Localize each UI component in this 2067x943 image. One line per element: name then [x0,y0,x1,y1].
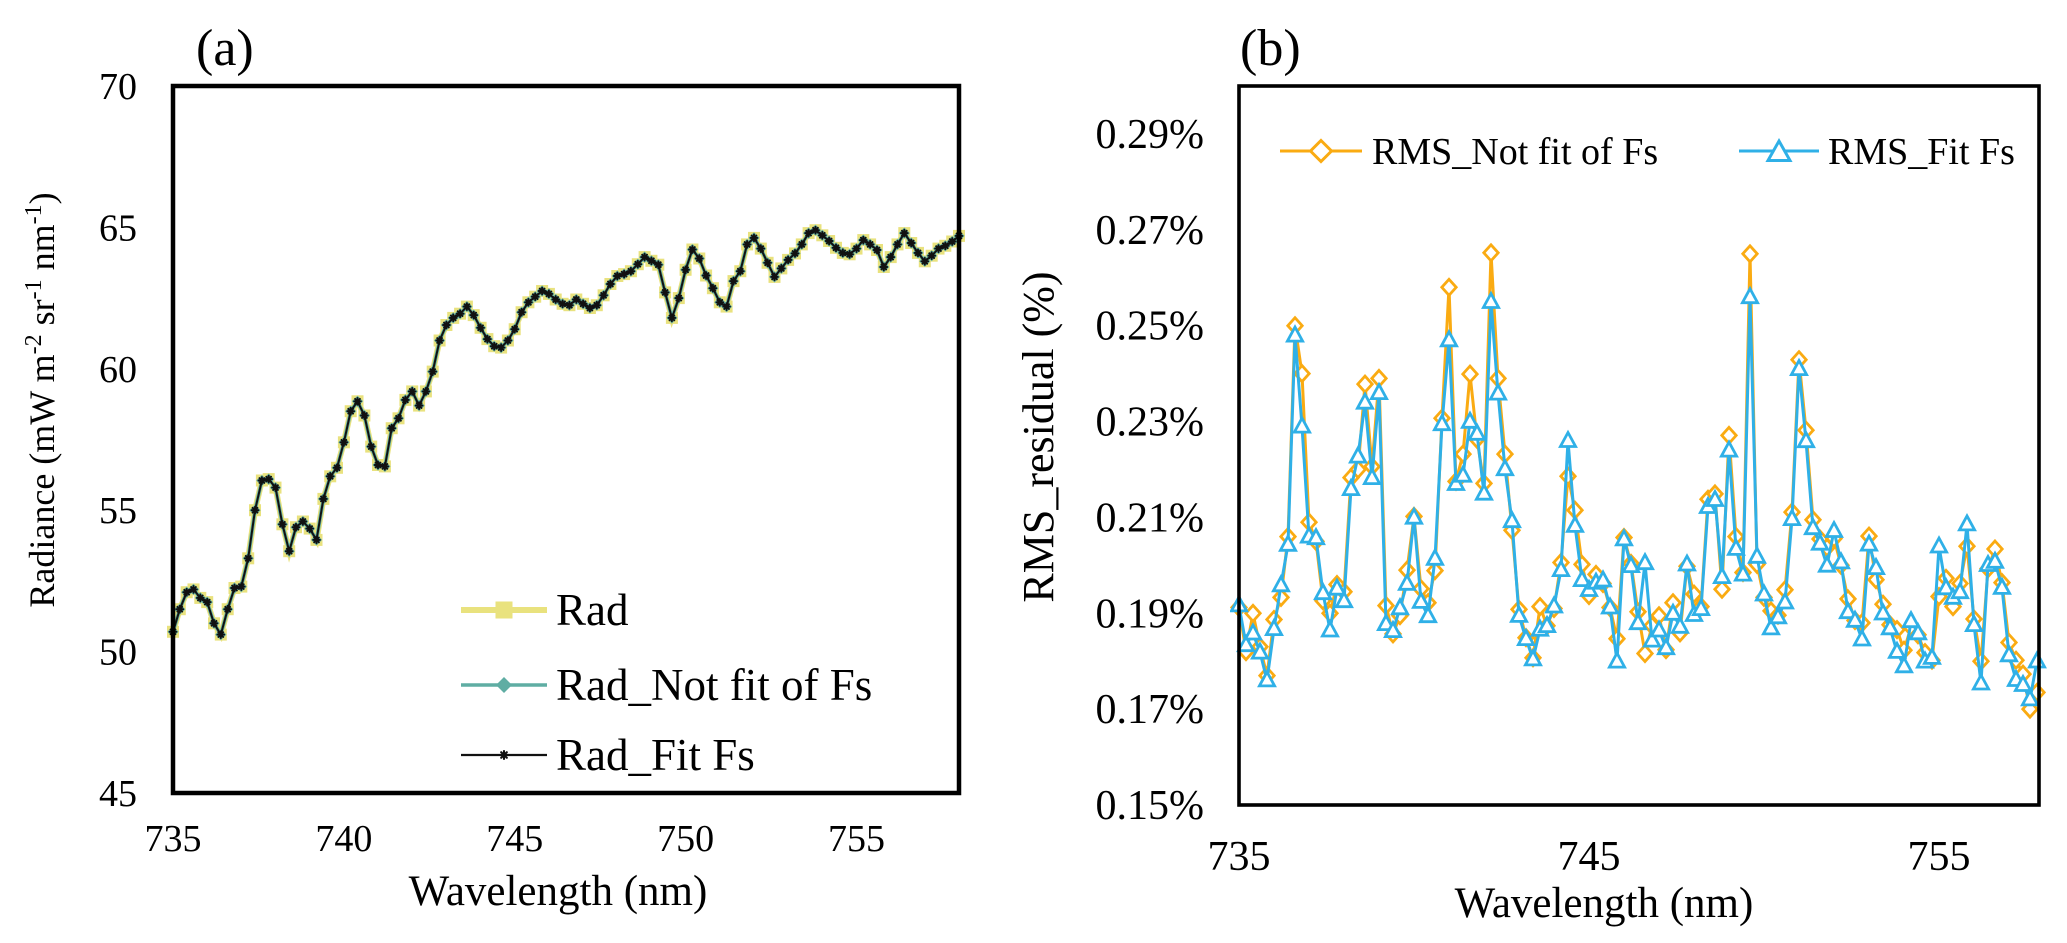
svg-text:45: 45 [99,773,137,815]
svg-text:0.19%: 0.19% [1096,591,1205,637]
svg-text:60: 60 [99,349,137,391]
svg-text:745: 745 [1558,834,1621,880]
svg-text:0.27%: 0.27% [1096,208,1205,254]
svg-text:Rad_Not fit of Fs: Rad_Not fit of Fs [556,660,872,710]
svg-text:(b): (b) [1240,20,1301,77]
svg-text:0.25%: 0.25% [1096,304,1205,350]
svg-text:755: 755 [828,818,885,860]
svg-text:0.15%: 0.15% [1096,783,1205,829]
svg-text:735: 735 [1208,834,1271,880]
svg-text:RMS_Fit Fs: RMS_Fit Fs [1828,131,2015,173]
svg-text:RMS_Not fit of Fs: RMS_Not fit of Fs [1372,131,1658,173]
svg-text:0.21%: 0.21% [1096,495,1205,541]
svg-text:735: 735 [145,818,202,860]
svg-text:Rad: Rad [556,585,629,635]
svg-text:55: 55 [99,490,137,532]
svg-text:65: 65 [99,207,137,249]
svg-text:0.23%: 0.23% [1096,400,1205,446]
svg-text:750: 750 [657,818,714,860]
svg-text:(a): (a) [196,20,254,77]
svg-text:70: 70 [99,66,137,108]
svg-text:50: 50 [99,632,137,674]
svg-text:Radiance (mW m-2 sr-1 nm-1): Radiance (mW m-2 sr-1 nm-1) [21,192,62,607]
svg-text:745: 745 [486,818,543,860]
svg-text:740: 740 [315,818,372,860]
svg-text:0.29%: 0.29% [1096,112,1205,158]
svg-text:Rad_Fit Fs: Rad_Fit Fs [556,730,755,780]
svg-text:755: 755 [1908,834,1971,880]
svg-text:Wavelength (nm): Wavelength (nm) [1455,880,1754,927]
svg-text:Wavelength (nm): Wavelength (nm) [409,868,708,915]
svg-text:RMS_residual (%): RMS_residual (%) [1014,271,1063,602]
svg-text:0.17%: 0.17% [1096,687,1205,733]
